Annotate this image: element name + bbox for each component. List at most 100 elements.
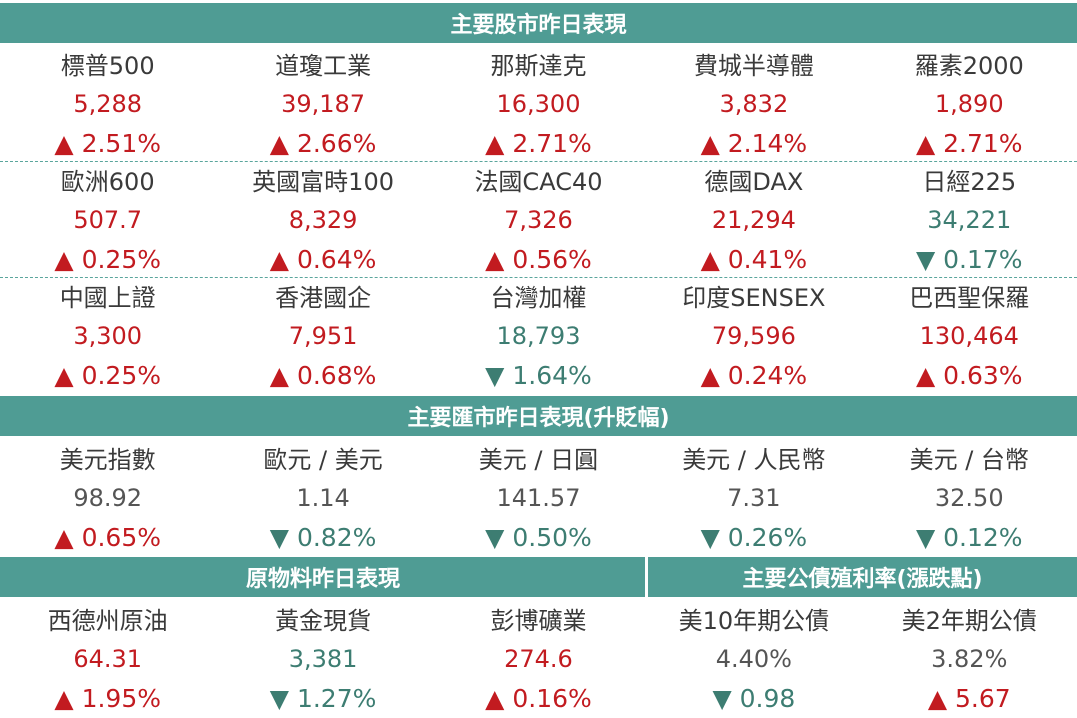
quote-name: 英國富時100 bbox=[252, 168, 394, 196]
quote-value: 3.82% bbox=[931, 645, 1008, 673]
quote-name: 道瓊工業 bbox=[275, 52, 372, 80]
fx-market-header: 主要匯市昨日表現(升貶幅) bbox=[0, 396, 1077, 436]
quote-name: 羅素2000 bbox=[914, 52, 1024, 80]
quote-value: 79,596 bbox=[711, 322, 796, 350]
quote-cell: 費城半導體 3,832 ▲ 2.14% bbox=[646, 47, 861, 163]
quote-change: ▲ 0.56% bbox=[485, 245, 592, 274]
quote-value: 32.50 bbox=[934, 484, 1004, 512]
quote-value: 64.31 bbox=[73, 645, 143, 673]
quote-name: 彭博礦業 bbox=[490, 607, 587, 635]
quote-change: ▲ 0.16% bbox=[485, 684, 592, 713]
quote-value: 7,951 bbox=[288, 322, 358, 350]
quote-cell: 美2年期公債 3.82% ▲ 5.67 bbox=[862, 602, 1077, 718]
quote-cell: 美10年期公債 4.40% ▼ 0.98 bbox=[646, 602, 861, 718]
quote-cell: 標普500 5,288 ▲ 2.51% bbox=[0, 47, 215, 163]
quote-value: 507.7 bbox=[73, 206, 143, 234]
quote-change: ▼ 0.17% bbox=[915, 245, 1023, 274]
quote-change: ▲ 2.14% bbox=[700, 129, 808, 158]
quote-change: ▼ 0.12% bbox=[915, 523, 1023, 552]
quote-value: 18,793 bbox=[496, 322, 581, 350]
quote-change: ▲ 2.66% bbox=[269, 129, 377, 158]
quote-cell: 西德州原油 64.31 ▲ 1.95% bbox=[0, 602, 215, 718]
quote-value: 7,326 bbox=[504, 206, 573, 234]
header-divider bbox=[645, 557, 648, 597]
quote-name: 美元 / 日圓 bbox=[478, 446, 599, 474]
quote-value: 16,300 bbox=[496, 90, 581, 118]
stock-row-2: 歐洲600 507.7 ▲ 0.25% 英國富時100 8,329 ▲ 0.64% 法國… bbox=[0, 163, 1077, 279]
quote-cell: 日經225 34,221 ▼ 0.17% bbox=[862, 163, 1077, 279]
quote-cell: 美元指數 98.92 ▲ 0.65% bbox=[0, 441, 215, 557]
quote-name: 那斯達克 bbox=[490, 52, 587, 80]
commodity-bond-row: 西德州原油 64.31 ▲ 1.95% 黃金現貨 3,381 ▼ 1.27% 彭博礦業 2… bbox=[0, 602, 1077, 718]
quote-cell: 羅素2000 1,890 ▲ 2.71% bbox=[862, 47, 1077, 163]
quote-cell: 道瓊工業 39,187 ▲ 2.66% bbox=[215, 47, 430, 163]
quote-name: 中國上證 bbox=[59, 284, 156, 312]
quote-value: 1,890 bbox=[934, 90, 1004, 118]
quote-value: 21,294 bbox=[711, 206, 796, 234]
quote-name: 德國DAX bbox=[704, 168, 804, 196]
quote-cell: 香港國企 7,951 ▲ 0.68% bbox=[215, 279, 430, 395]
quote-cell: 歐元 / 美元 1.14 ▼ 0.82% bbox=[215, 441, 430, 557]
quote-change: ▲ 2.51% bbox=[54, 129, 161, 158]
quote-name: 香港國企 bbox=[275, 284, 372, 312]
commodity-header: 原物料昨日表現 bbox=[245, 567, 400, 592]
quote-cell: 彭博礦業 274.6 ▲ 0.16% bbox=[431, 602, 646, 718]
quote-change: ▼ 0.98 bbox=[712, 684, 796, 713]
quote-cell: 台灣加權 18,793 ▼ 1.64% bbox=[431, 279, 646, 395]
quote-value: 3,300 bbox=[73, 322, 143, 350]
quote-value: 98.92 bbox=[73, 484, 143, 512]
quote-change: ▲ 2.71% bbox=[485, 129, 592, 158]
quote-change: ▼ 0.26% bbox=[700, 523, 808, 552]
bond-header: 主要公債殖利率(漲跌點) bbox=[742, 567, 983, 592]
quote-name: 費城半導體 bbox=[693, 52, 814, 80]
quote-cell: 中國上證 3,300 ▲ 0.25% bbox=[0, 279, 215, 395]
quote-name: 歐元 / 美元 bbox=[263, 446, 383, 474]
quote-change: ▼ 1.27% bbox=[269, 684, 377, 713]
quote-change: ▲ 0.63% bbox=[915, 361, 1023, 390]
quote-change: ▲ 1.95% bbox=[54, 684, 161, 713]
quote-value: 3,832 bbox=[719, 90, 789, 118]
stock-market-header: 主要股市昨日表現 bbox=[0, 3, 1077, 43]
quote-change: ▲ 5.67 bbox=[927, 684, 1011, 713]
quote-change: ▲ 0.64% bbox=[269, 245, 377, 274]
quote-change: ▼ 0.50% bbox=[485, 523, 592, 552]
stock-row-1: 標普500 5,288 ▲ 2.51% 道瓊工業 39,187 ▲ 2.66% 那斯達克… bbox=[0, 47, 1077, 163]
quote-change: ▲ 0.65% bbox=[54, 523, 161, 552]
quote-value: 7.31 bbox=[727, 484, 781, 512]
bottom-header-bar bbox=[0, 557, 1077, 597]
quote-change: ▼ 1.64% bbox=[485, 361, 592, 390]
quote-change: ▲ 0.68% bbox=[269, 361, 377, 390]
quote-cell: 美元 / 台幣 32.50 ▼ 0.12% bbox=[862, 441, 1077, 557]
quote-change: ▼ 0.82% bbox=[269, 523, 377, 552]
quote-change: ▲ 0.41% bbox=[700, 245, 808, 274]
quote-cell: 印度SENSEX 79,596 ▲ 0.24% bbox=[646, 279, 861, 395]
stock-row-3: 中國上證 3,300 ▲ 0.25% 香港國企 7,951 ▲ 0.68% 台灣加權 18… bbox=[0, 279, 1077, 395]
quote-value: 1.14 bbox=[296, 484, 350, 512]
quote-name: 巴西聖保羅 bbox=[909, 284, 1030, 312]
quote-value: 141.57 bbox=[496, 484, 581, 512]
quote-name: 標普500 bbox=[60, 52, 155, 80]
quote-cell: 美元 / 日圓 141.57 ▼ 0.50% bbox=[431, 441, 646, 557]
quote-value: 4.40% bbox=[715, 645, 792, 673]
quote-name: 印度SENSEX bbox=[682, 284, 826, 312]
quote-cell: 德國DAX 21,294 ▲ 0.41% bbox=[646, 163, 861, 279]
quote-change: ▲ 0.24% bbox=[700, 361, 808, 390]
quote-name: 美元 / 台幣 bbox=[909, 446, 1029, 474]
quote-name: 台灣加權 bbox=[490, 284, 587, 312]
quote-cell: 美元 / 人民幣 7.31 ▼ 0.26% bbox=[646, 441, 861, 557]
quote-value: 274.6 bbox=[504, 645, 573, 673]
quote-cell: 黃金現貨 3,381 ▼ 1.27% bbox=[215, 602, 430, 718]
row-divider bbox=[0, 277, 1077, 278]
quote-name: 美元 / 人民幣 bbox=[682, 446, 826, 474]
quote-name: 西德州原油 bbox=[47, 607, 168, 635]
quote-value: 130,464 bbox=[919, 322, 1019, 350]
quote-cell: 英國富時100 8,329 ▲ 0.64% bbox=[215, 163, 430, 279]
quote-name: 美2年期公債 bbox=[901, 607, 1037, 635]
quote-change: ▲ 2.71% bbox=[915, 129, 1023, 158]
quote-value: 39,187 bbox=[281, 90, 366, 118]
quote-change: ▲ 0.25% bbox=[54, 245, 161, 274]
quote-value: 34,221 bbox=[927, 206, 1012, 234]
fx-row: 美元指數 98.92 ▲ 0.65% 歐元 / 美元 1.14 ▼ 0.82% 美元 /… bbox=[0, 441, 1077, 557]
quote-name: 日經225 bbox=[922, 168, 1017, 196]
